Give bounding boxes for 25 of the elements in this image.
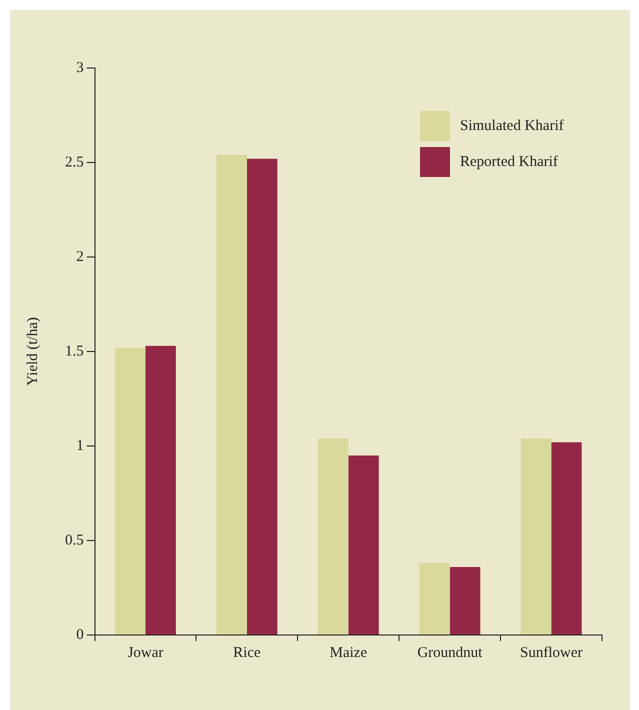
y-tick-label: 2.5 [65,154,84,170]
x-tick-label: Jowar [128,644,164,661]
bar [450,566,480,634]
y-tick-label: 3 [76,60,84,76]
bar [246,158,278,634]
y-tick-label: 1.5 [65,343,84,360]
y-tick-label: 2 [76,248,84,265]
bar [551,442,582,634]
bar [115,348,146,634]
x-tick-label: Groundnut [417,644,484,661]
bar [419,563,450,634]
legend-label: Simulated Kharif [460,118,564,134]
x-tick-label: Maize [330,644,368,661]
y-axis-title: Yield (t/ha) [24,317,41,386]
legend-label: Reported Kharif [460,154,558,170]
y-tick-label: 1 [76,438,84,454]
bar [318,438,348,634]
bar [520,438,552,634]
y-tick-label: 0.5 [65,532,84,548]
x-tick-label: Rice [233,644,262,661]
bar [145,346,176,634]
bar [348,455,379,634]
x-tick-label: Sunflower [520,644,583,661]
y-tick-label: 0 [76,626,84,643]
bar [216,154,247,634]
